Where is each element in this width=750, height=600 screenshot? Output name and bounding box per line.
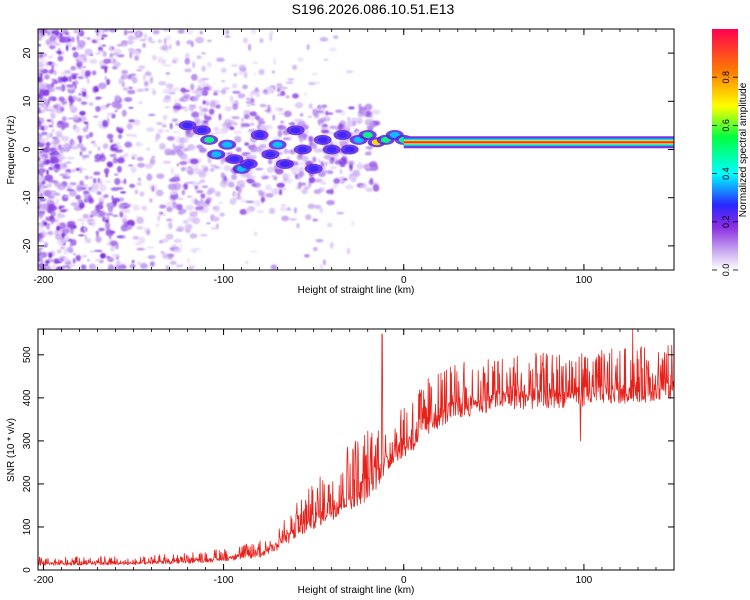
y-tick-label: 0 (22, 567, 33, 573)
spectrogram-y-label: Frequency (Hz) (6, 116, 17, 185)
y-tick-label: 20 (22, 47, 33, 59)
y-tick-label: 10 (22, 95, 33, 107)
colorbar-label: Normalized spectral amplitude (738, 82, 749, 217)
spectrogram-background (38, 29, 381, 270)
snr-y-axis: 0 100 200 300 400 500 (22, 346, 674, 573)
spectrogram-signal (178, 120, 674, 174)
x-tick-label: -100 (214, 275, 234, 286)
colorbar: 0.0 0.2 0.4 0.6 0.8 Normalized spectral ampl… (712, 29, 749, 276)
spectrogram-x-axis: -200 -100 0 100 (33, 29, 675, 286)
colorbar-tick-label: 0.2 (721, 216, 731, 229)
snr-x-label: Height of straight line (km) (298, 585, 415, 596)
y-tick-label: 500 (22, 346, 33, 363)
colorbar-gradient (712, 29, 738, 270)
chart-title: S196.2026.086.10.51.E13 (292, 1, 455, 17)
y-tick-label: 100 (22, 518, 33, 535)
snr-y-label: SNR (10 * v/v) (6, 418, 17, 482)
snr-chart: -200 -100 0 100 0 100 200 300 400 500 Height of … (6, 328, 675, 596)
snr-x-axis: -200 -100 0 100 (33, 329, 675, 586)
x-tick-label: 100 (576, 575, 593, 586)
y-tick-label: 300 (22, 432, 33, 449)
colorbar-tick-label: 0.6 (721, 119, 731, 132)
carrier-line (403, 141, 674, 144)
colorbar-tick-label: 0.4 (721, 167, 731, 180)
y-tick-label: 400 (22, 389, 33, 406)
y-tick-label: -20 (22, 238, 33, 253)
x-tick-label: -200 (33, 275, 53, 286)
x-tick-label: -200 (33, 575, 53, 586)
y-tick-label: 0 (22, 146, 33, 152)
y-tick-label: -10 (22, 190, 33, 205)
snr-frame (37, 328, 675, 571)
x-tick-label: 0 (401, 275, 407, 286)
x-tick-label: 100 (576, 275, 593, 286)
spectrogram-y-axis: -20 -10 0 10 20 (22, 47, 674, 253)
x-tick-label: -100 (214, 575, 234, 586)
y-tick-label: 200 (22, 475, 33, 492)
colorbar-tick-label: 0.0 (721, 264, 731, 277)
snr-series-line (38, 329, 674, 566)
x-tick-label: 0 (401, 575, 407, 586)
colorbar-tick-label: 0.8 (721, 71, 731, 84)
colorbar-ticks: 0.0 0.2 0.4 0.6 0.8 (712, 71, 738, 276)
spectrogram-x-label: Height of straight line (km) (298, 285, 415, 296)
